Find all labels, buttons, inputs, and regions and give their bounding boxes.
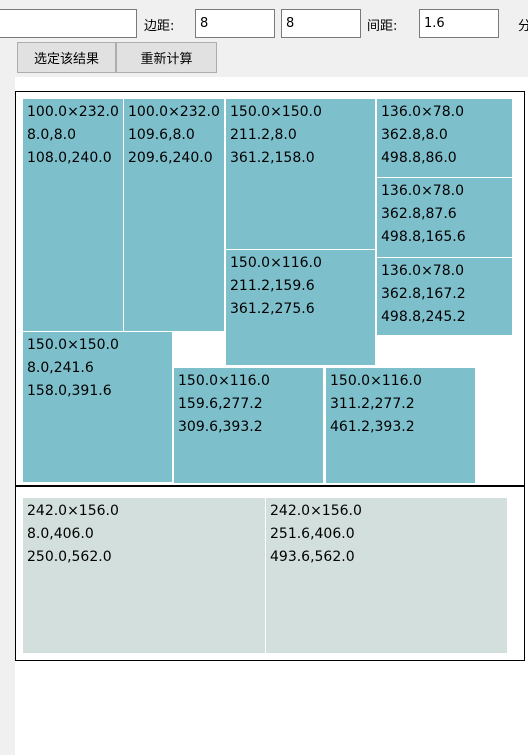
piece-end-label: 498.8,165.6 xyxy=(381,229,466,245)
piece-rect: 136.0×78.0 362.8,167.2 498.8,245.2 xyxy=(377,258,513,336)
piece-start-label: 8.0,8.0 xyxy=(27,127,76,143)
piece-end-label: 158.0,391.6 xyxy=(27,383,112,399)
piece-rect: 150.0×150.0 8.0,241.6 158.0,391.6 xyxy=(23,332,173,483)
piece-end-label: 498.8,86.0 xyxy=(381,150,457,166)
piece-size-label: 150.0×150.0 xyxy=(27,337,119,353)
piece-start-label: 211.2,159.6 xyxy=(230,278,315,294)
piece-size-label: 150.0×116.0 xyxy=(230,255,322,271)
piece-rect: 136.0×78.0 362.8,8.0 498.8,86.0 xyxy=(377,99,513,178)
piece-size-label: 242.0×156.0 xyxy=(27,503,119,519)
piece-rect: 136.0×78.0 362.8,87.6 498.8,165.6 xyxy=(377,178,513,258)
piece-start-label: 251.6,406.0 xyxy=(270,526,355,542)
piece-start-label: 8.0,241.6 xyxy=(27,360,94,376)
piece-end-label: 309.6,393.2 xyxy=(178,419,263,435)
piece-end-label: 361.2,158.0 xyxy=(230,150,315,166)
piece-start-label: 109.6,8.0 xyxy=(128,127,195,143)
piece-end-label: 493.6,562.0 xyxy=(270,549,355,565)
first-field[interactable] xyxy=(0,9,137,38)
piece-end-label: 250.0,562.0 xyxy=(27,549,112,565)
piece-start-label: 311.2,277.2 xyxy=(330,396,415,412)
piece-size-label: 100.0×232.0 xyxy=(128,104,220,120)
piece-size-label: 100.0×232.0 xyxy=(27,104,119,120)
piece-start-label: 211.2,8.0 xyxy=(230,127,297,143)
layout-canvas: 100.0×232.0 8.0,8.0 108.0,240.0 100.0×232.0… xyxy=(15,77,528,755)
piece-end-label: 108.0,240.0 xyxy=(27,150,112,166)
piece-start-label: 159.6,277.2 xyxy=(178,396,263,412)
sheet-frame-1 xyxy=(15,91,525,487)
piece-end-label: 498.8,245.2 xyxy=(381,309,466,325)
piece-size-label: 136.0×78.0 xyxy=(381,183,464,199)
margin-y-input[interactable] xyxy=(281,9,361,38)
piece-size-label: 150.0×116.0 xyxy=(178,373,270,389)
piece-end-label: 361.2,275.6 xyxy=(230,301,315,317)
spacing-input[interactable] xyxy=(419,9,499,38)
spacing-label: 间距: xyxy=(367,19,398,34)
piece-rect: 100.0×232.0 8.0,8.0 108.0,240.0 xyxy=(23,99,124,332)
piece-start-label: 362.8,87.6 xyxy=(381,206,457,222)
sheet-frame-2 xyxy=(15,485,525,661)
piece-size-label: 242.0×156.0 xyxy=(270,503,362,519)
piece-rect: 150.0×116.0 311.2,277.2 461.2,393.2 xyxy=(326,368,476,484)
recalculate-button[interactable]: 重新计算 xyxy=(116,42,217,73)
piece-rect: 150.0×116.0 159.6,277.2 309.6,393.2 xyxy=(174,368,324,484)
piece-size-label: 150.0×116.0 xyxy=(330,373,422,389)
margin-label: 边距: xyxy=(144,19,175,34)
cut-label: 分 xyxy=(518,19,528,34)
piece-rect: 150.0×150.0 211.2,8.0 361.2,158.0 xyxy=(226,99,376,250)
select-result-button[interactable]: 选定该结果 xyxy=(17,42,116,73)
piece-rect: 242.0×156.0 251.6,406.0 493.6,562.0 xyxy=(266,498,508,654)
piece-start-label: 362.8,8.0 xyxy=(381,127,448,143)
piece-start-label: 362.8,167.2 xyxy=(381,286,466,302)
piece-size-label: 136.0×78.0 xyxy=(381,263,464,279)
piece-end-label: 461.2,393.2 xyxy=(330,419,415,435)
piece-rect: 150.0×116.0 211.2,159.6 361.2,275.6 xyxy=(226,250,376,366)
piece-end-label: 209.6,240.0 xyxy=(128,150,213,166)
piece-size-label: 150.0×150.0 xyxy=(230,104,322,120)
piece-start-label: 8.0,406.0 xyxy=(27,526,94,542)
piece-rect: 100.0×232.0 109.6,8.0 209.6,240.0 xyxy=(124,99,225,332)
piece-size-label: 136.0×78.0 xyxy=(381,104,464,120)
piece-rect: 242.0×156.0 8.0,406.0 250.0,562.0 xyxy=(23,498,266,654)
margin-x-input[interactable] xyxy=(195,9,275,38)
